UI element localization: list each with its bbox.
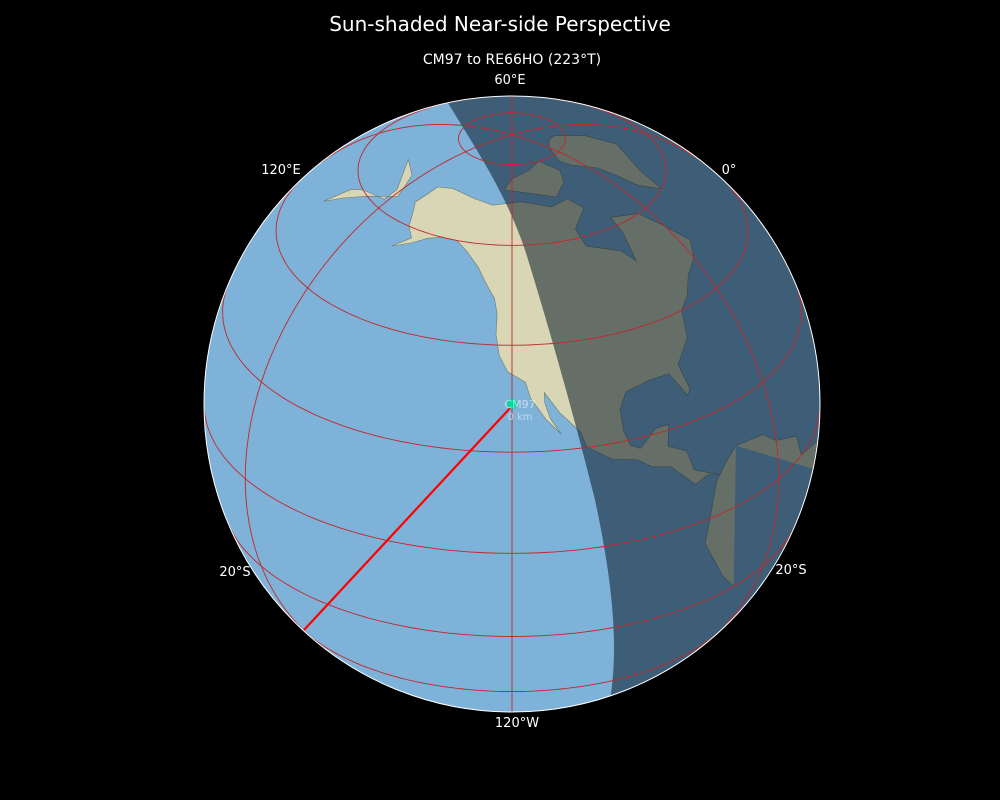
tick-label-upper-right: 0° [721,163,737,178]
tick-label-lower-right: 20°S [775,563,807,578]
map-subtitle: CM97 to RE66HO (223°T) [422,52,602,68]
graticule [204,96,820,712]
parallel-line [357,99,667,246]
globe-outline [203,95,821,713]
meridian-line [511,134,780,641]
tick-label-top: 60°E [494,73,526,88]
tick-label-lower-left: 20°S [219,565,251,580]
map-title: Sun-shaded Near-side Perspective [329,12,671,36]
tick-label-bottom: 120°W [494,716,540,731]
meridian-line [244,134,513,641]
meridian-line [319,124,513,164]
station-distance: 0 km [507,412,533,423]
tick-label-upper-left: 120°E [261,163,301,178]
station-label: CM97 [504,398,536,411]
parallel-line [222,287,802,453]
great-circle-path [303,405,513,631]
parallel-line [275,180,749,346]
parallel-line [204,403,820,554]
landmass-siberia [323,158,413,202]
meridian-line [511,124,705,164]
station-marker [507,399,517,409]
